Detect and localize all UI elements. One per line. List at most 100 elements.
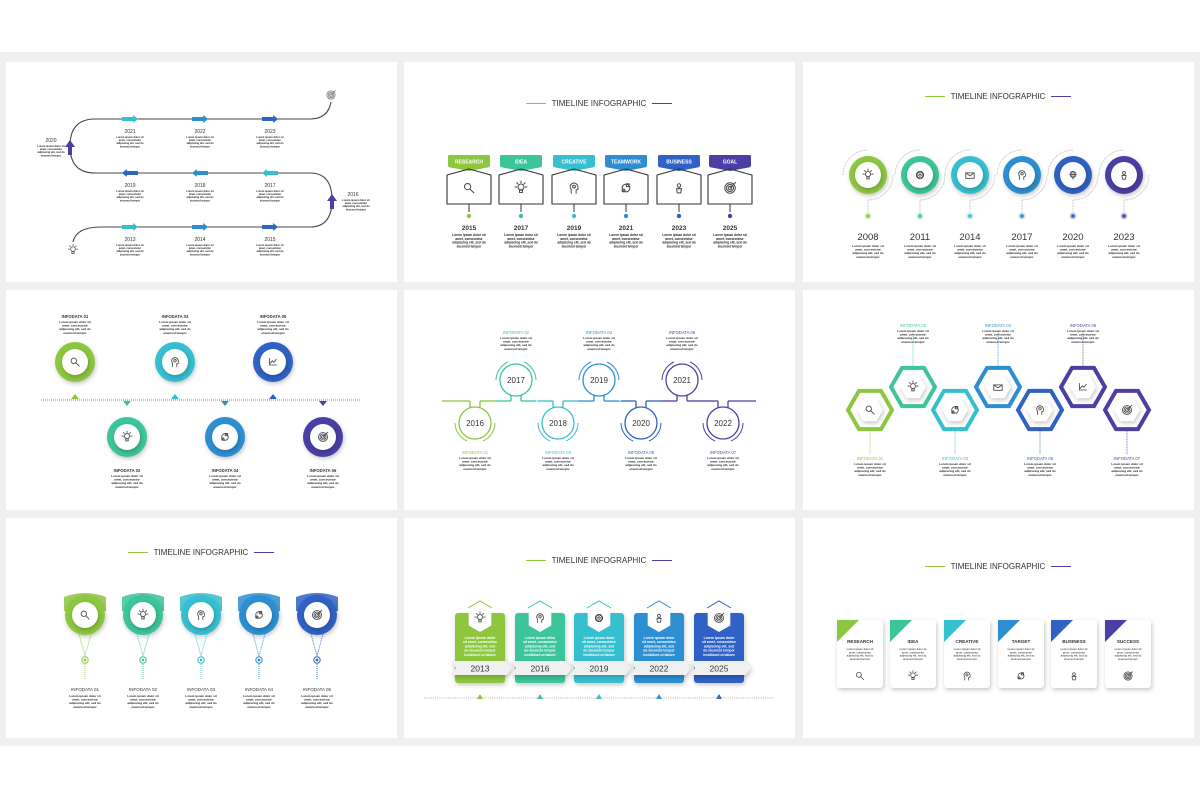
description-text: Lorem ipsum dolor sit: [897, 329, 929, 333]
description-text: amet, consectetur: [857, 466, 884, 470]
description-text: eiusmod tempor: [718, 245, 744, 249]
ring: [726, 184, 734, 192]
step-label: BUSINESS: [666, 160, 692, 166]
description-text: adipiscing elit, sed do: [1067, 336, 1099, 340]
description-text: Lorem ipsum dolor sit: [186, 135, 213, 139]
description-text: amet, consectetur: [669, 340, 696, 344]
arrow: [1126, 404, 1133, 411]
dotted-arc: [867, 174, 894, 201]
year-label: 2008: [857, 232, 878, 243]
puzzle-icon: [951, 405, 959, 414]
item-title: INFODATA 04: [212, 468, 239, 473]
description-text: adipiscing elit, sed do: [159, 327, 191, 331]
handle: [870, 410, 875, 415]
target-icon: [326, 90, 336, 100]
description-text: sit amet, consectetur: [642, 640, 677, 644]
year-label: 2019: [567, 225, 582, 232]
description-text: adipiscing elit, sed do: [954, 251, 986, 255]
description-text: adipiscing elit, sed do: [116, 195, 144, 199]
marker-down-icon: [221, 401, 229, 406]
ring: [715, 614, 723, 622]
hexagon-frame: [1102, 388, 1152, 432]
description-text: amet, consectetur: [212, 478, 239, 482]
base: [911, 677, 915, 680]
connector: [252, 633, 260, 657]
description-text: Lorem ipsum dolor sit: [1024, 462, 1056, 466]
step-dot: [968, 214, 972, 218]
panel-hexagon-timeline: INFODATA 01 Lorem ipsum dolor sit amet, co…: [803, 290, 1194, 510]
description-text: Lorem ipsum dolor sit: [1008, 647, 1035, 651]
year-label: 2017: [264, 183, 275, 189]
base: [911, 388, 915, 392]
item-title: INFODATA 01: [857, 456, 884, 461]
bulb: [70, 246, 76, 252]
description-text: amet, consectetur: [716, 237, 744, 241]
head-icon: [1018, 170, 1026, 180]
connector: [78, 633, 86, 657]
year-label: 2017: [514, 225, 529, 232]
step-inner: [855, 162, 881, 188]
arrow: [330, 90, 336, 96]
description-text: adipiscing elit, sed: [584, 644, 614, 648]
panel-wave-timeline: 2016 INFODATA 01 Lorem ipsum dolor sit amet…: [404, 290, 795, 510]
description-text: amet, consectetur: [455, 237, 483, 241]
description-text: Lorem ipsum dolor sit: [583, 336, 615, 340]
description-text: eiusmod tempor: [850, 657, 870, 661]
accent-arc: [730, 422, 744, 442]
tile-title: RESEARCH: [847, 639, 873, 644]
description-text: eiusmod tempor: [261, 331, 285, 335]
description-text: eiusmod tempor: [189, 705, 213, 709]
description-text: eiusmod tempor: [1115, 473, 1139, 477]
description-text: amet, consectetur: [560, 237, 588, 241]
item-inner: [212, 424, 238, 450]
item-dot: [257, 658, 261, 662]
year-circle: [458, 406, 492, 440]
item-title: INFODATA 05: [303, 687, 332, 692]
dotted-arc: [969, 174, 996, 201]
person: [1017, 676, 1021, 680]
lightbulb-icon: [907, 670, 919, 680]
description-text: adipiscing elit, sed do: [939, 469, 971, 473]
plant-icon: [656, 613, 662, 623]
target-icon: [724, 181, 737, 194]
description-text: adipiscing elit, sed do: [897, 336, 929, 340]
timeline-item: INFODATA 04: [973, 323, 1023, 409]
connector: [316, 633, 324, 657]
hexagon-inner: [1070, 375, 1096, 399]
description-text: do eiusmod tempor: [643, 649, 675, 653]
tile-title: TARGET: [1012, 639, 1031, 644]
item-inner: [72, 602, 98, 628]
connector: [258, 633, 266, 657]
tile-title: IDEA: [908, 639, 920, 644]
description-text: amet, consectetur: [130, 698, 157, 702]
year-label: 2016: [466, 419, 484, 428]
handle: [85, 615, 90, 620]
year-ribbon: [511, 661, 572, 675]
teeth: [594, 613, 604, 623]
head: [1036, 405, 1044, 415]
description-text: amet, consectetur: [957, 248, 984, 252]
item-title: INFODATA 02: [114, 468, 141, 473]
connector: [84, 633, 92, 657]
description-text: eiusmod tempor: [346, 207, 366, 211]
gear: [173, 359, 177, 363]
corner-accent: [1105, 620, 1127, 642]
lightbulb-icon: [121, 430, 133, 442]
step-tab: [553, 155, 595, 167]
year-label: 2025: [723, 225, 738, 232]
plant-icon: [675, 183, 683, 194]
description-text: adipiscing elit, sed do: [625, 463, 657, 467]
description-text: eiusmod tempor: [509, 245, 535, 249]
description-text: eiusmod tempor: [41, 153, 61, 157]
search-icon: [70, 357, 80, 367]
description-text: eiusmod tempor: [901, 340, 925, 344]
description-text: adipiscing elit, sed do: [504, 241, 537, 245]
